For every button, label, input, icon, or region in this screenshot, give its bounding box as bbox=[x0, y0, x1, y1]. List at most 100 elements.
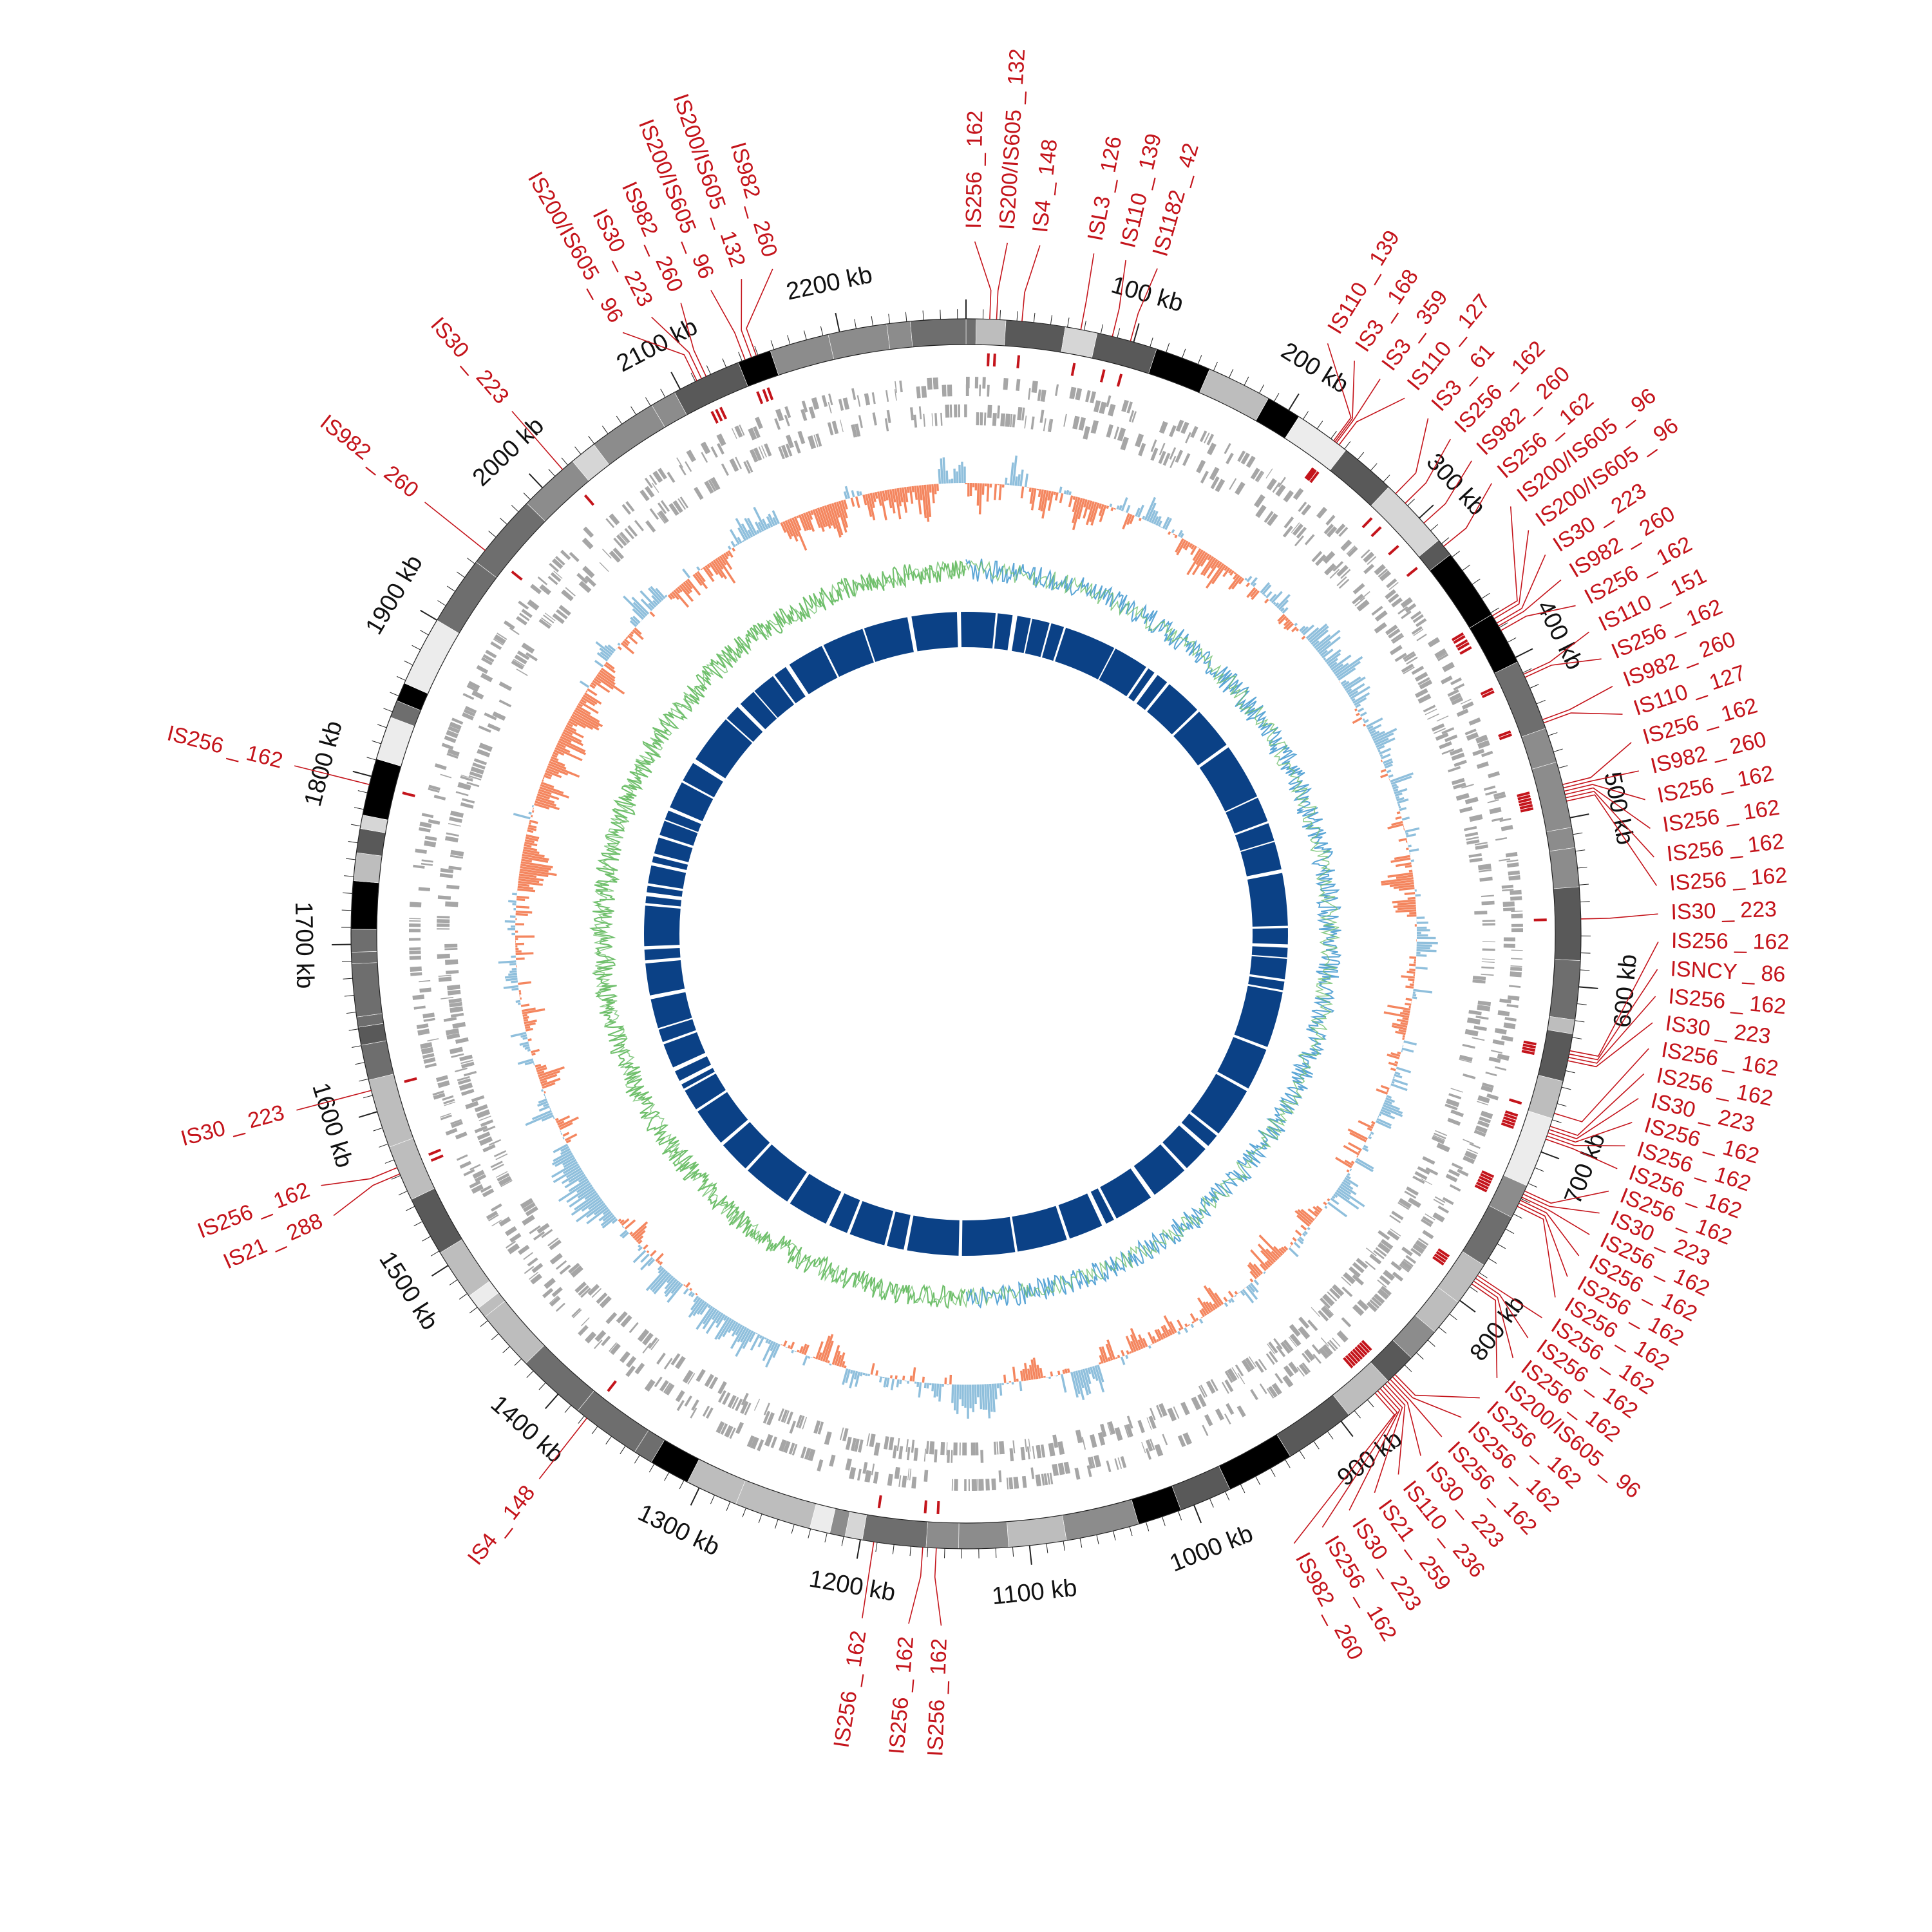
gc-skew-bar bbox=[702, 1308, 717, 1330]
cds-forward bbox=[1275, 484, 1286, 497]
backbone-block bbox=[1276, 1394, 1350, 1457]
minor-tick bbox=[523, 492, 531, 500]
gc-skew-bar bbox=[766, 523, 771, 529]
gc-skew-bar bbox=[801, 1343, 808, 1354]
synteny-block bbox=[1248, 976, 1285, 990]
is-element-mark bbox=[1307, 469, 1317, 482]
gc-skew-bar bbox=[940, 458, 943, 484]
cds-forward bbox=[409, 920, 421, 922]
cds-forward bbox=[1293, 488, 1304, 500]
gc-skew-bar bbox=[604, 645, 614, 654]
gc-skew-bar bbox=[824, 505, 833, 526]
cds-forward bbox=[578, 1325, 589, 1336]
gc-skew-bar bbox=[923, 1383, 927, 1388]
cds-reverse bbox=[1292, 523, 1303, 536]
minor-tick bbox=[357, 790, 368, 793]
gc-skew-bar bbox=[1343, 1179, 1351, 1186]
cds-forward bbox=[971, 1479, 978, 1491]
cds-forward bbox=[1282, 1375, 1294, 1388]
cds-forward bbox=[1503, 937, 1515, 942]
cds-reverse bbox=[1078, 417, 1086, 431]
cds-reverse bbox=[1113, 426, 1120, 440]
gc-skew-bar bbox=[508, 900, 516, 903]
cds-forward bbox=[447, 748, 460, 757]
gc-skew-bar bbox=[1368, 724, 1382, 732]
gc-skew-bar bbox=[1005, 477, 1008, 485]
cds-reverse bbox=[1291, 522, 1300, 533]
cds-forward bbox=[652, 470, 663, 483]
cds-forward bbox=[1460, 698, 1472, 705]
synteny-block bbox=[1090, 1188, 1114, 1224]
gc-skew-bar bbox=[1347, 1128, 1368, 1141]
minor-tick bbox=[404, 660, 413, 666]
gc-skew-bar bbox=[530, 815, 533, 818]
gc-skew-bar bbox=[1409, 969, 1416, 972]
backbone-block bbox=[437, 562, 497, 634]
cds-forward bbox=[419, 987, 431, 993]
cds-forward bbox=[678, 464, 687, 476]
is-element-mark bbox=[1016, 355, 1021, 368]
gc-skew-bar bbox=[639, 590, 657, 608]
is-leader-line bbox=[1549, 1097, 1639, 1140]
gc-skew-bar bbox=[1324, 649, 1341, 663]
cds-reverse bbox=[1354, 597, 1366, 607]
cds-forward bbox=[1288, 1361, 1299, 1374]
gc-skew-bar bbox=[850, 1369, 853, 1374]
gc-skew-bar bbox=[1190, 1323, 1195, 1329]
gc-skew-bar bbox=[1312, 640, 1320, 647]
minor-tick bbox=[1507, 637, 1517, 643]
gc-skew-bar bbox=[714, 1316, 730, 1340]
cds-reverse bbox=[1398, 1198, 1412, 1209]
cds-forward bbox=[1325, 515, 1336, 526]
cds-reverse bbox=[1479, 869, 1492, 873]
is-leader-line bbox=[1321, 1390, 1398, 1528]
gc-skew-bar bbox=[1397, 907, 1416, 911]
cds-forward bbox=[1132, 411, 1137, 423]
gc-skew-bar bbox=[870, 1363, 875, 1375]
cds-reverse bbox=[1024, 1439, 1028, 1452]
is-leader-line bbox=[974, 241, 992, 319]
gc-skew-bar bbox=[1130, 1328, 1141, 1350]
gc-skew-bar bbox=[1106, 1339, 1116, 1360]
cds-forward bbox=[544, 1278, 556, 1289]
gc-skew-bar bbox=[556, 743, 566, 749]
cds-forward bbox=[750, 1436, 759, 1450]
gc-skew-bar bbox=[1129, 1351, 1132, 1354]
cds-reverse bbox=[1283, 1340, 1294, 1352]
cds-reverse bbox=[1040, 1444, 1046, 1458]
gc-skew-bar bbox=[645, 1269, 667, 1291]
synteny-block bbox=[740, 692, 777, 730]
cds-forward bbox=[1511, 949, 1523, 951]
gc-skew-bar bbox=[1331, 1195, 1336, 1199]
gc-skew-bar bbox=[535, 1063, 542, 1068]
cds-reverse bbox=[620, 531, 630, 544]
gc-skew-bar bbox=[605, 661, 615, 670]
is-leader-line bbox=[1395, 418, 1429, 495]
cds-forward bbox=[1190, 426, 1198, 439]
cds-reverse bbox=[1156, 1405, 1163, 1418]
gc-skew-bar bbox=[1198, 1318, 1204, 1324]
is-leader-line bbox=[1522, 1193, 1600, 1214]
cds-forward bbox=[1492, 1039, 1505, 1046]
cds-forward bbox=[594, 1340, 603, 1349]
gc-skew-bar bbox=[625, 636, 629, 639]
gc-skew-bar bbox=[534, 802, 550, 810]
cds-forward bbox=[1486, 1093, 1499, 1101]
cds-forward bbox=[675, 1390, 685, 1403]
gc-skew-bar bbox=[1416, 944, 1432, 947]
gc-skew-bar bbox=[515, 952, 534, 956]
gc-skew-bar bbox=[768, 513, 775, 527]
minor-tick bbox=[1079, 1538, 1083, 1548]
scale-tick-label: 1800 kb bbox=[299, 718, 348, 809]
is-element-mark bbox=[583, 494, 595, 506]
is-leader-line bbox=[1293, 1392, 1396, 1544]
gc-skew-bar bbox=[896, 1379, 900, 1388]
minor-tick bbox=[1536, 699, 1546, 705]
is-element-mark bbox=[1437, 1248, 1450, 1258]
minor-tick bbox=[1313, 1441, 1320, 1450]
backbone-block bbox=[687, 1459, 746, 1504]
cds-forward bbox=[422, 1053, 435, 1059]
gc-skew-bar bbox=[1344, 1177, 1359, 1188]
cds-reverse bbox=[514, 654, 527, 665]
